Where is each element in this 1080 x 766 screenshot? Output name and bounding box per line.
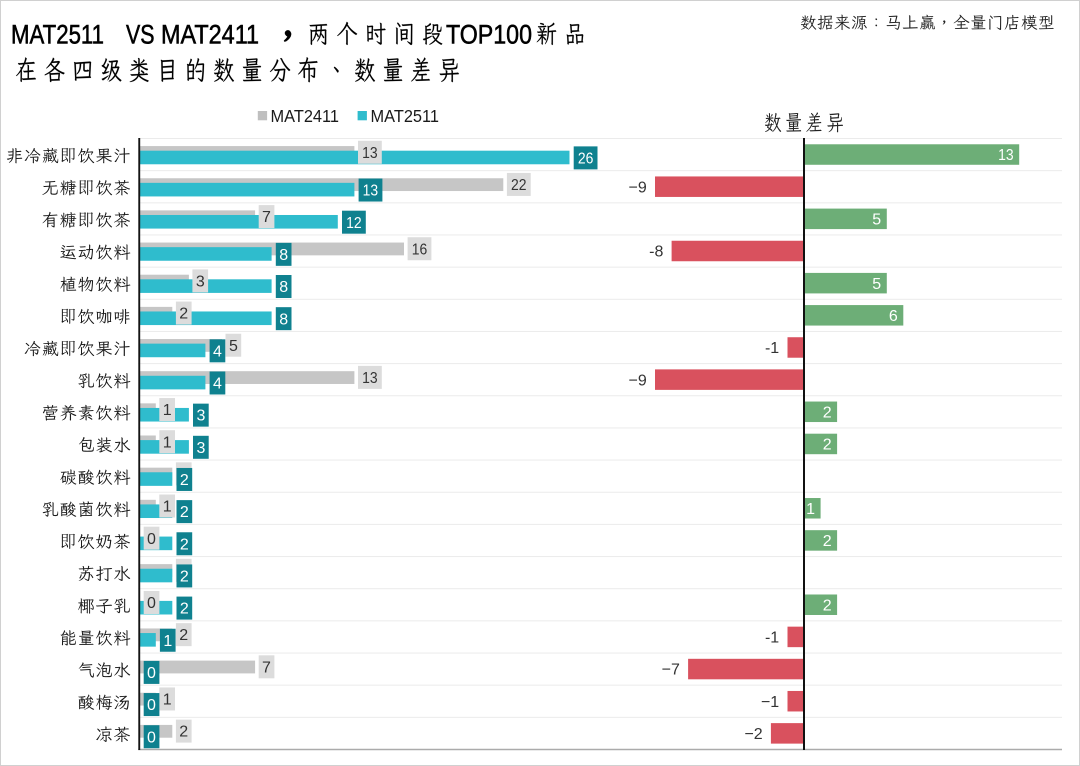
svg-text:5: 5	[872, 276, 881, 293]
svg-text:4: 4	[213, 376, 222, 393]
svg-text:2: 2	[180, 472, 189, 489]
svg-text:26: 26	[578, 151, 594, 168]
svg-text:MAT2511: MAT2511	[11, 19, 104, 49]
svg-text:2: 2	[823, 437, 832, 454]
svg-text:MAT2411: MAT2411	[161, 19, 259, 49]
svg-text:MAT2411: MAT2411	[271, 106, 340, 126]
svg-text:1: 1	[806, 501, 815, 518]
svg-text:16: 16	[412, 241, 428, 258]
svg-text:13: 13	[998, 147, 1014, 164]
svg-text:2: 2	[180, 601, 189, 618]
svg-text:0: 0	[147, 729, 156, 746]
svg-text:8: 8	[279, 311, 288, 328]
svg-text:-1: -1	[765, 630, 779, 647]
svg-text:12: 12	[346, 215, 362, 232]
svg-text:1: 1	[163, 692, 172, 709]
svg-text:2: 2	[179, 306, 188, 323]
svg-text:5: 5	[872, 212, 881, 229]
svg-text:3: 3	[196, 408, 205, 425]
svg-text:4: 4	[213, 343, 222, 360]
svg-text:8: 8	[279, 279, 288, 296]
svg-text:8: 8	[279, 247, 288, 264]
svg-text:6: 6	[889, 308, 898, 325]
svg-text:2: 2	[179, 627, 188, 644]
svg-text:MAT2511: MAT2511	[371, 106, 440, 126]
svg-text:5: 5	[229, 338, 238, 355]
svg-text:−7: −7	[662, 662, 680, 679]
svg-text:2: 2	[180, 536, 189, 553]
svg-text:2: 2	[180, 569, 189, 586]
svg-text:22: 22	[511, 177, 527, 194]
svg-text:-8: -8	[649, 244, 663, 261]
svg-text:-1: -1	[765, 340, 779, 357]
svg-text:2: 2	[179, 724, 188, 741]
svg-text:1: 1	[163, 402, 172, 419]
svg-text:2: 2	[823, 597, 832, 614]
svg-text:7: 7	[262, 209, 271, 226]
svg-text:7: 7	[262, 659, 271, 676]
svg-text:13: 13	[363, 183, 379, 200]
svg-text:13: 13	[362, 145, 378, 162]
svg-text:1: 1	[163, 499, 172, 516]
svg-text:−2: −2	[744, 726, 762, 743]
svg-text:0: 0	[147, 531, 156, 548]
svg-text:TOP100: TOP100	[446, 19, 532, 49]
svg-text:2: 2	[180, 504, 189, 521]
svg-text:2: 2	[823, 404, 832, 421]
svg-text:3: 3	[196, 274, 205, 291]
svg-text:0: 0	[147, 595, 156, 612]
svg-text:0: 0	[147, 697, 156, 714]
svg-text:VS: VS	[126, 19, 155, 49]
svg-text:−1: −1	[761, 694, 779, 711]
svg-text:−9: −9	[629, 372, 647, 389]
svg-text:0: 0	[147, 665, 156, 682]
svg-text:1: 1	[163, 434, 172, 451]
svg-text:2: 2	[823, 533, 832, 550]
svg-text:3: 3	[196, 440, 205, 457]
svg-text:13: 13	[362, 370, 378, 387]
svg-text:1: 1	[163, 633, 172, 650]
svg-text:−9: −9	[629, 179, 647, 196]
